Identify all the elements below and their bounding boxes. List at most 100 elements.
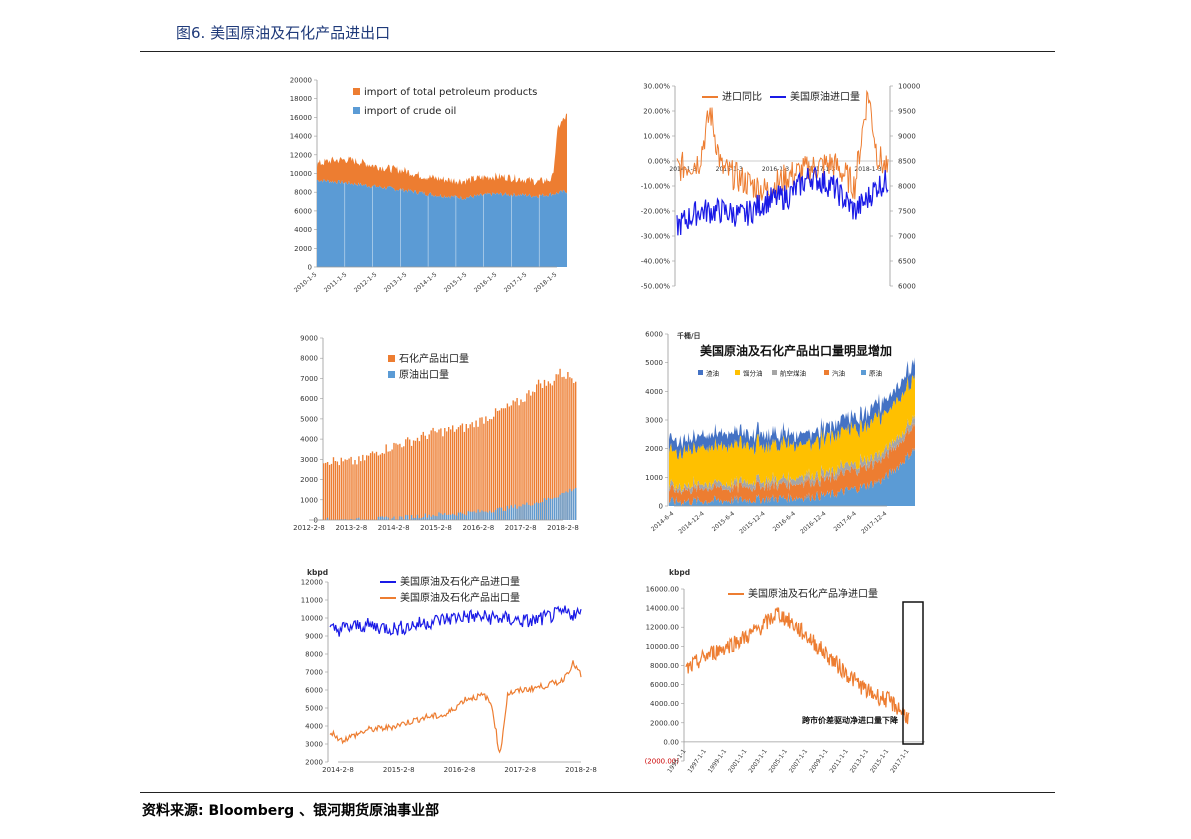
- legend-swatch: [388, 355, 395, 362]
- y-tick-label: 4000: [300, 436, 318, 444]
- y-tick-label: 10000: [301, 615, 323, 623]
- x-tick-label: 2014-2-8: [322, 766, 354, 774]
- source-note: 资料来源: Bloomberg 、银河期货原油事业部: [142, 803, 440, 819]
- bar-products: [575, 381, 577, 520]
- y-tick-label: 0: [314, 517, 318, 525]
- bar-crude: [504, 510, 507, 520]
- bar-products: [405, 439, 407, 520]
- bar-products: [430, 430, 432, 520]
- bar-products: [323, 463, 325, 520]
- bar-products: [534, 392, 536, 520]
- legend-label: 美国原油及石化产品进口量: [400, 575, 520, 588]
- bar-crude: [465, 515, 467, 520]
- unit-label: kbpd: [669, 568, 690, 577]
- y-tick-label: 8000.00: [650, 662, 679, 670]
- y-right-tick-label: 7500: [898, 208, 916, 216]
- bar-products: [485, 416, 487, 520]
- x-tick-label: 2016-12-4: [799, 510, 827, 535]
- bar-crude: [530, 505, 532, 520]
- y-tick-label: -20.00%: [641, 208, 671, 216]
- bar-crude: [555, 497, 557, 520]
- bar-crude: [461, 513, 464, 520]
- bar-products: [461, 423, 464, 520]
- legend-label: 美国原油及石化产品净进口量: [748, 587, 878, 600]
- y-tick-label: 14000: [290, 133, 312, 141]
- bar-products: [440, 428, 442, 520]
- bar-products: [502, 408, 505, 520]
- chart-title: 美国原油及石化产品出口量明显增加: [700, 343, 892, 358]
- y-right-tick-label: 9500: [898, 108, 916, 116]
- bar-products: [448, 427, 450, 520]
- legend-label: 石化产品出口量: [399, 352, 469, 365]
- bar-crude: [410, 515, 413, 520]
- bar-products: [389, 451, 391, 520]
- bar-products: [471, 422, 473, 520]
- bar-products: [344, 459, 346, 520]
- chart-petroleum-imports: 0 2000 4000 6000 8000 10000 12000 14000 16000 180…: [290, 77, 567, 294]
- bar-crude: [440, 513, 442, 520]
- y-tick-label: 5000: [300, 415, 318, 423]
- bar-crude: [516, 508, 518, 520]
- bar-products: [561, 377, 563, 520]
- bar-products: [483, 423, 485, 520]
- bar-crude: [326, 517, 329, 520]
- bar-products: [385, 444, 387, 520]
- y-tick-label: 18000: [290, 95, 312, 103]
- y-tick-label: 20000: [290, 77, 312, 85]
- bar-products: [418, 441, 421, 520]
- bar-crude: [420, 518, 423, 520]
- y-right-tick-label: 10000: [898, 83, 920, 91]
- bar-products: [399, 443, 401, 520]
- x-tick-label: 2007-1-1: [788, 748, 809, 774]
- bar-products: [459, 425, 462, 520]
- bar-crude: [563, 492, 565, 520]
- bar-products: [463, 431, 466, 520]
- bar-crude: [403, 519, 405, 520]
- bar-products: [325, 462, 327, 520]
- highlight-box: [902, 601, 924, 745]
- bar-products: [481, 417, 483, 520]
- bar-products: [539, 383, 542, 520]
- bar-crude: [565, 491, 567, 520]
- bar-crude: [567, 492, 569, 520]
- bar-products: [475, 420, 477, 520]
- bar-crude: [528, 504, 530, 520]
- bar-crude: [543, 498, 546, 520]
- legend-swatch: [824, 370, 829, 375]
- y-tick-label: 8000: [305, 651, 323, 659]
- bar-products: [450, 429, 452, 520]
- bar-products: [504, 408, 507, 520]
- figure-title: 图6. 美国原油及石化产品进出口: [176, 24, 391, 42]
- x-tick-label: 2013-1-1: [849, 748, 870, 774]
- bar-crude: [536, 502, 538, 520]
- bar-crude: [407, 515, 409, 520]
- bar-crude: [444, 513, 446, 520]
- y-tick-label: -50.00%: [641, 283, 671, 291]
- bar-crude: [432, 514, 434, 520]
- stack-area-0: [669, 447, 915, 506]
- y-tick-label: 2000: [300, 476, 318, 484]
- bar-products: [573, 383, 575, 520]
- x-tick-label: 1997-1-1: [687, 748, 708, 774]
- x-tick-label: 2017-2-8: [505, 524, 537, 532]
- bar-crude: [475, 512, 477, 520]
- bar-products: [530, 395, 532, 520]
- bar-products: [477, 426, 479, 520]
- bar-crude: [381, 516, 383, 520]
- bar-products: [352, 464, 354, 520]
- legend-label: import of crude oil: [364, 106, 456, 117]
- y-tick-label: 4000: [294, 226, 312, 234]
- bar-crude: [434, 515, 436, 520]
- y-tick-label: 0: [659, 503, 663, 511]
- y-tick-label: 6000: [294, 207, 312, 215]
- annotation: 跨市价差驱动净进口量下降: [802, 715, 899, 725]
- bar-crude: [493, 512, 495, 520]
- stack-area-1: [669, 422, 915, 506]
- legend-label: 进口同比: [722, 91, 762, 103]
- y-tick-label: 2000: [645, 445, 663, 453]
- bar-products: [373, 453, 376, 520]
- bar-crude: [496, 508, 499, 520]
- bar-products: [571, 378, 573, 520]
- chart-import-export-lines: kbpd 2000 3000 4000 5000 6000 7000 8000 9000 1000…: [301, 568, 597, 774]
